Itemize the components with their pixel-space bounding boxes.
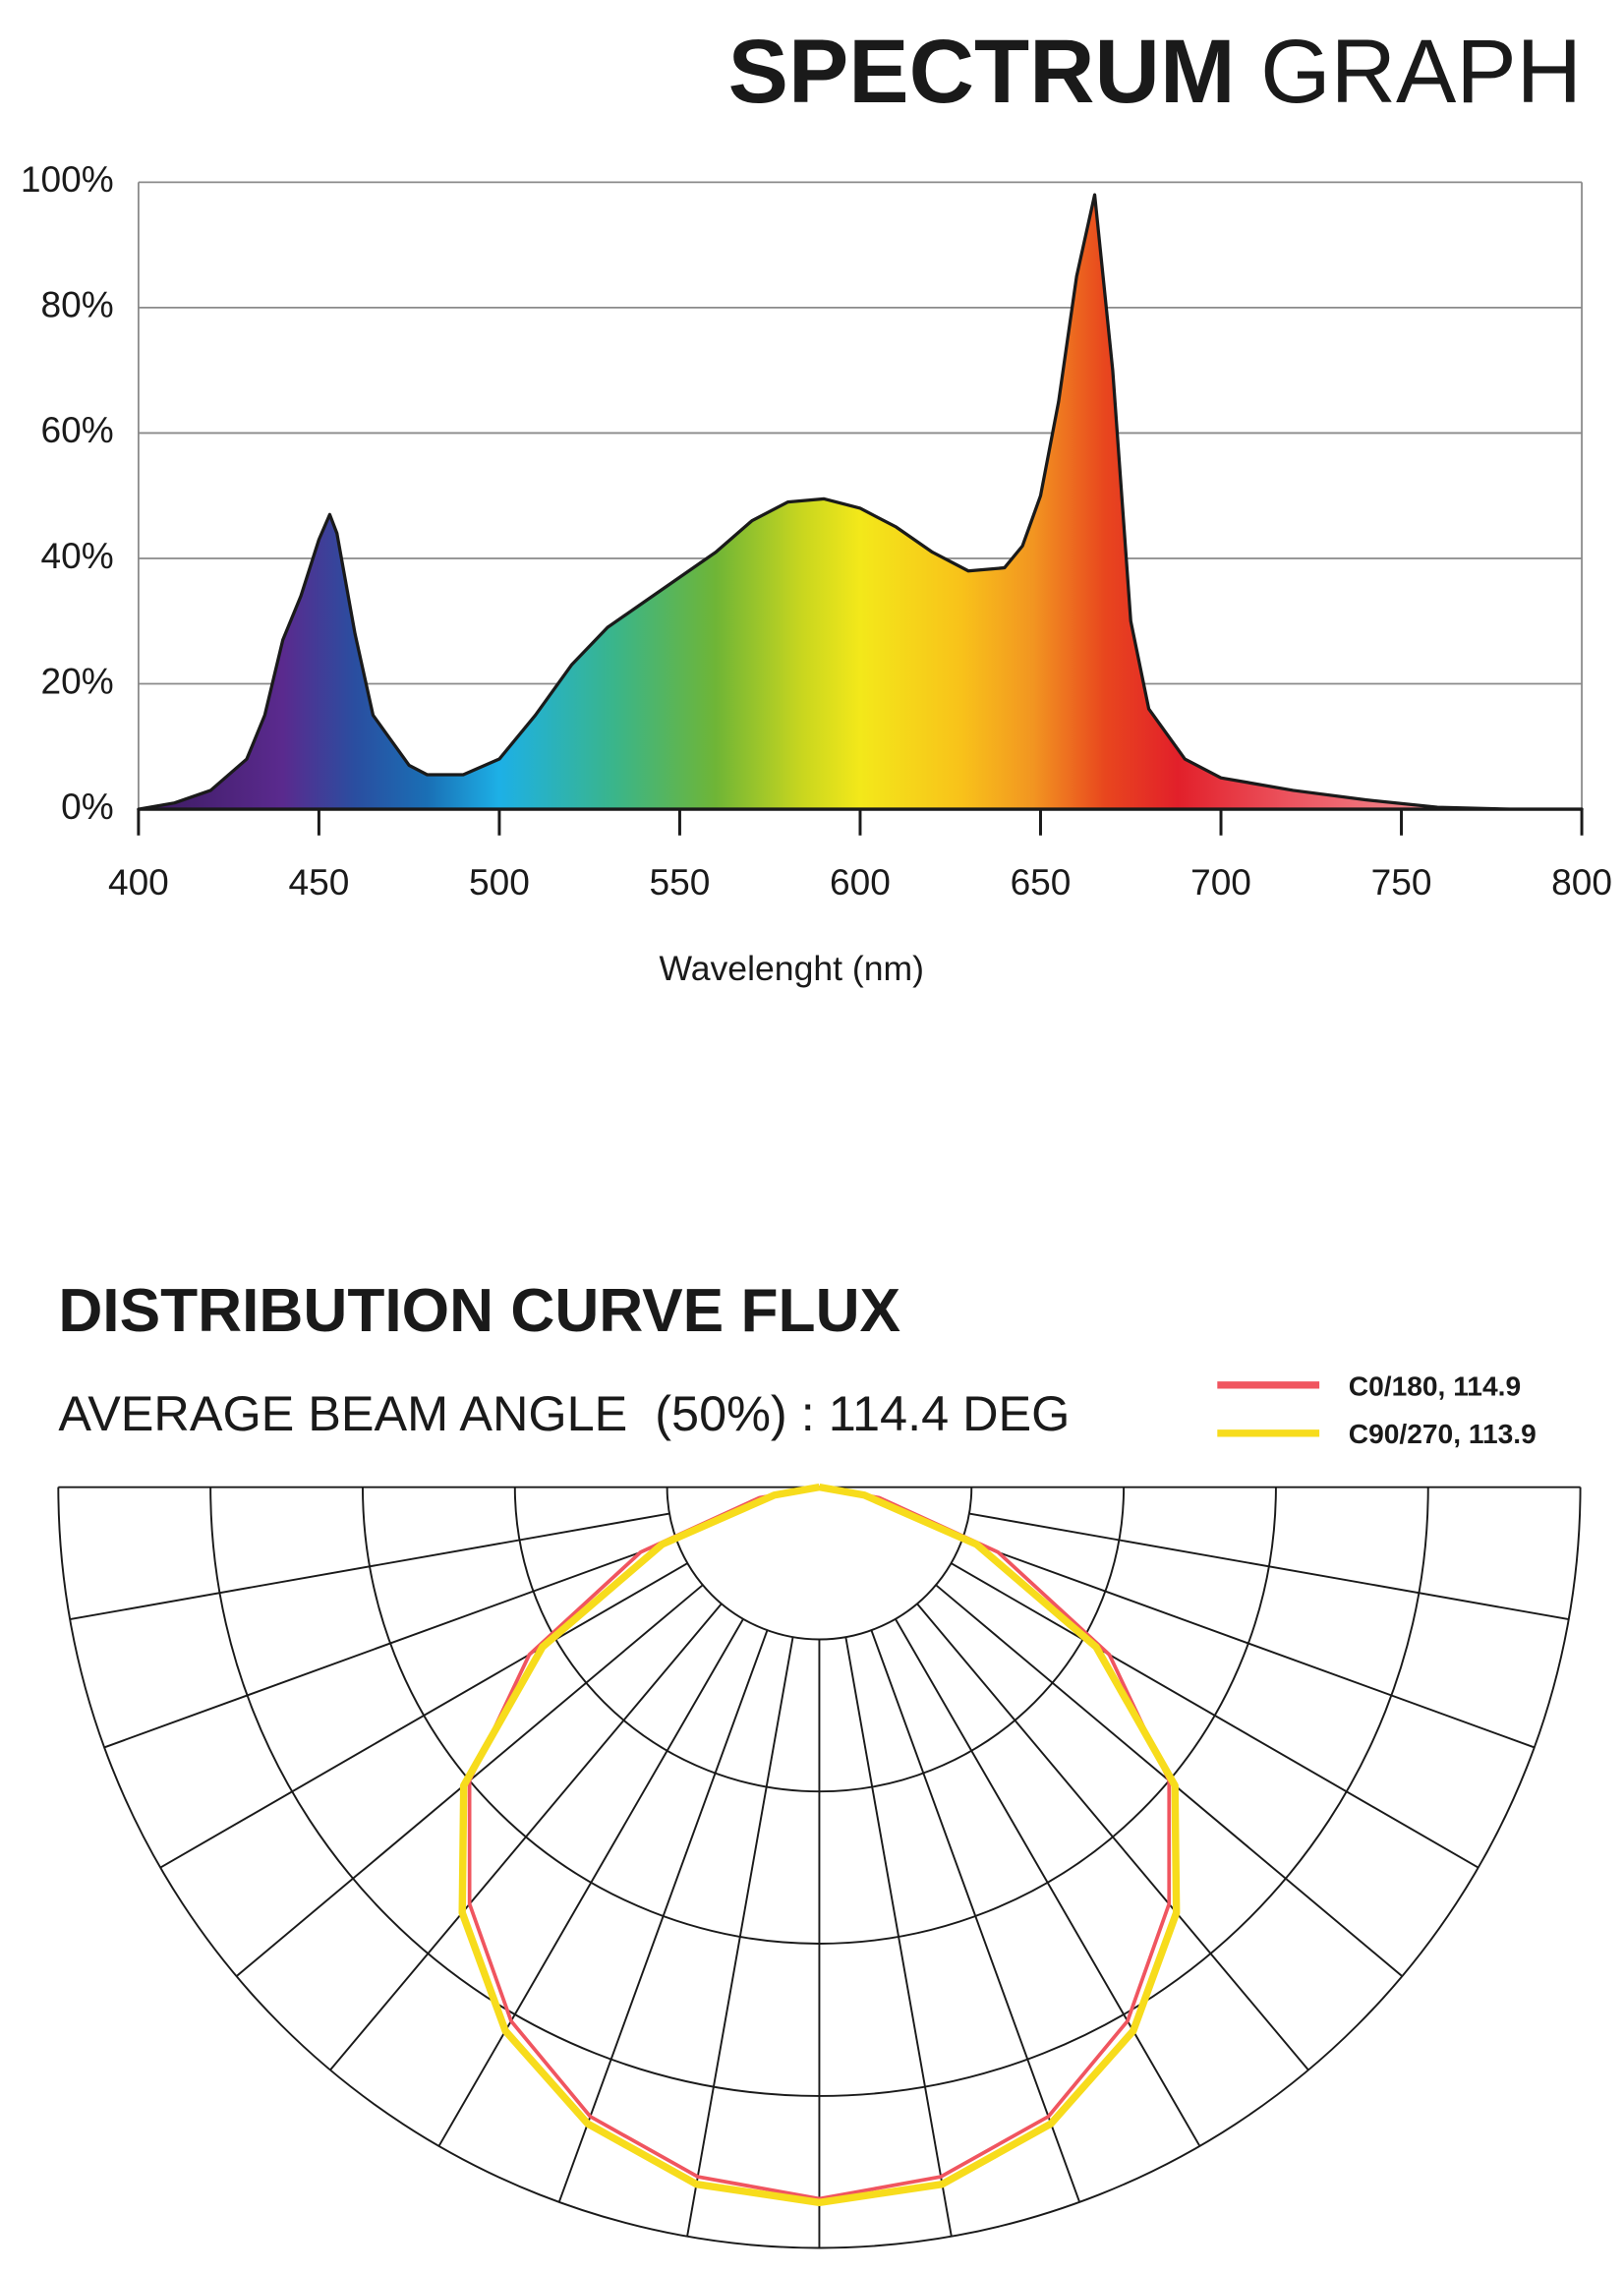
grid-spoke — [951, 1562, 1479, 1869]
chart-title: SPECTRUM GRAPH — [728, 22, 1582, 122]
x-tick-label: 650 — [1011, 861, 1072, 903]
x-tick-label: 750 — [1371, 861, 1432, 903]
title-bold: SPECTRUM — [728, 22, 1236, 122]
grid-spoke — [69, 1512, 670, 1621]
grid-spoke — [870, 1629, 1081, 2203]
x-tick-label: 450 — [288, 861, 349, 903]
grid-spoke — [916, 1603, 1309, 2071]
grid-spoke — [844, 1636, 953, 2238]
grid-spoke — [686, 1636, 794, 2238]
canvas: SPECTRUM GRAPH Wavelenght (nm) DISTRIBUT… — [21, 22, 1612, 2249]
grid-spoke — [103, 1538, 677, 1749]
grid-spoke — [557, 1629, 769, 2203]
legend-label: C90/270, 113.9 — [1349, 1418, 1537, 1449]
y-tick-label: 40% — [40, 535, 113, 576]
spectrum-area — [137, 193, 1584, 811]
x-tick-label: 600 — [830, 861, 891, 903]
x-tick-label: 550 — [650, 861, 711, 903]
title-light: GRAPH — [1260, 22, 1582, 122]
grid-spoke — [329, 1603, 723, 2071]
grid-ring — [666, 1487, 973, 1641]
chart-subtitle: AVERAGE BEAM ANGLE (50%) : 114.4 DEG — [58, 1385, 1070, 1441]
y-tick-label: 100% — [21, 158, 114, 200]
y-tick-label: 80% — [40, 284, 113, 325]
grid-spoke — [895, 1618, 1201, 2147]
distribution-curve — [458, 1484, 1181, 2207]
distribution-curve — [467, 1485, 1172, 2201]
y-tick-label: 0% — [61, 786, 114, 827]
y-tick-label: 60% — [40, 409, 113, 450]
chart-title: DISTRIBUTION CURVE FLUX — [58, 1277, 900, 1345]
grid-spoke — [159, 1562, 688, 1869]
x-axis-label: Wavelenght (nm) — [659, 949, 924, 988]
x-tick-label: 700 — [1190, 861, 1251, 903]
grid-spoke — [437, 1618, 744, 2147]
y-tick-label: 20% — [40, 660, 113, 701]
x-tick-label: 500 — [469, 861, 530, 903]
grid-spoke — [968, 1512, 1569, 1621]
legend-label: C0/180, 114.9 — [1349, 1370, 1521, 1401]
grid-spoke — [961, 1538, 1536, 1749]
x-tick-label: 400 — [108, 861, 169, 903]
x-tick-label: 800 — [1551, 861, 1612, 903]
